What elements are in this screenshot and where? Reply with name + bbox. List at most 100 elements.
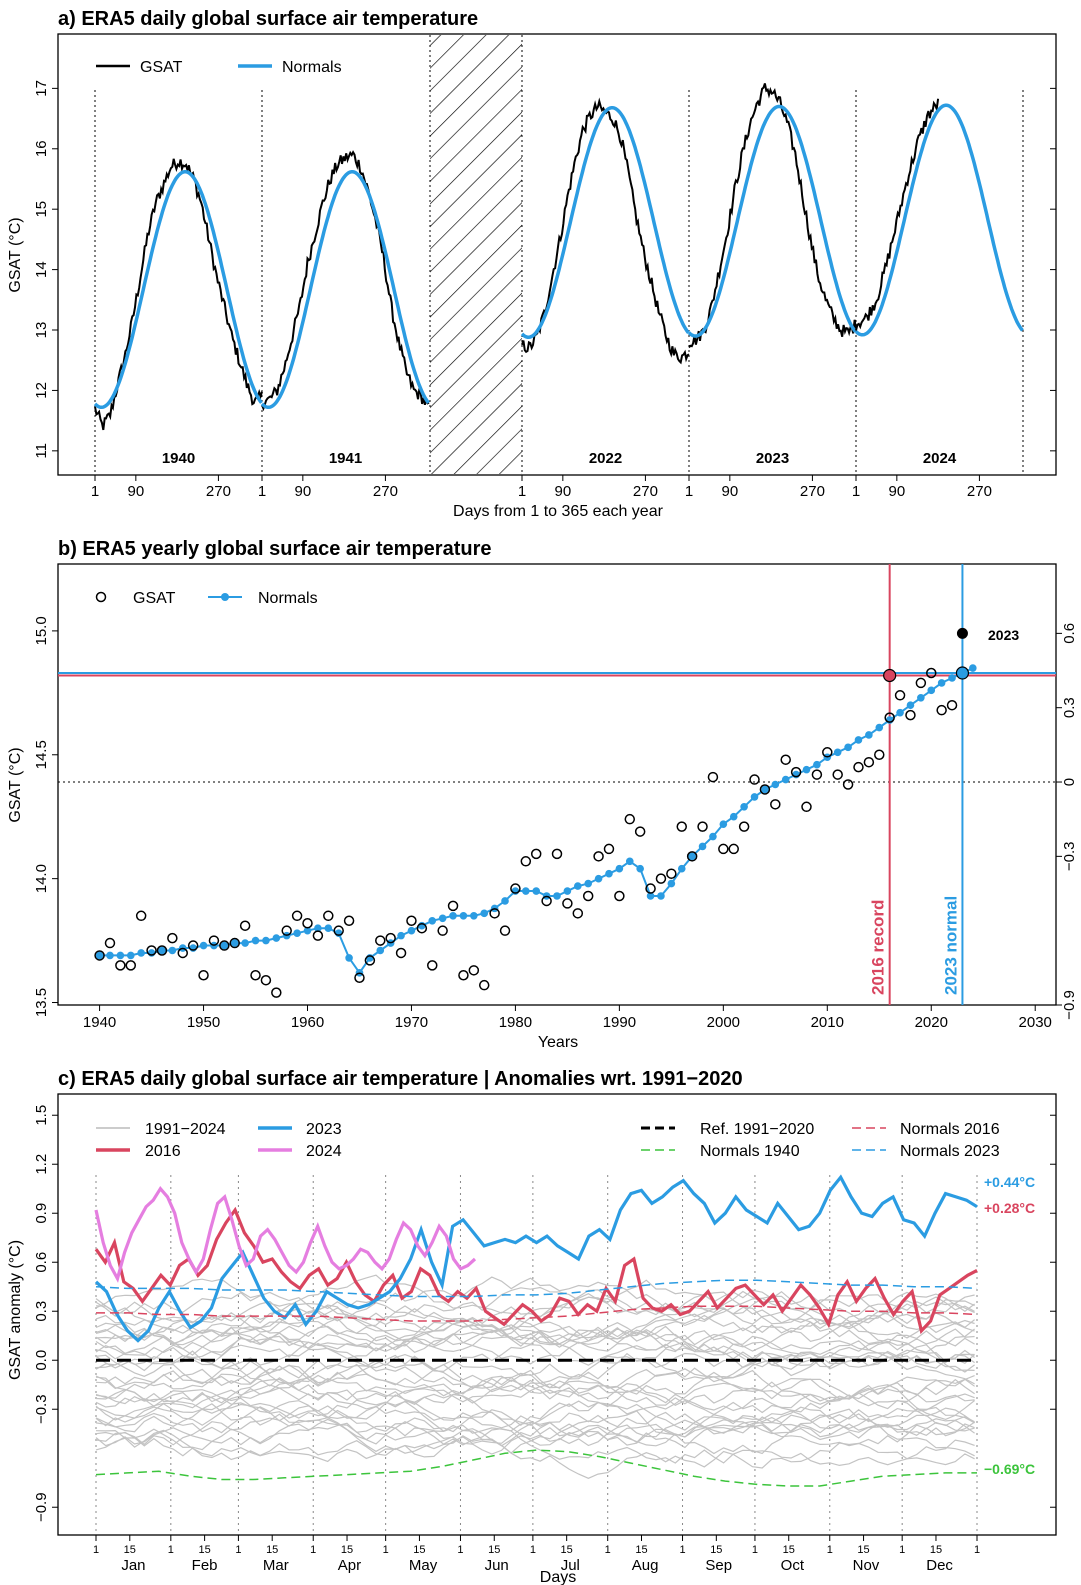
panel-b-xlabel: Years xyxy=(538,1034,578,1051)
gsat-point xyxy=(260,974,272,986)
gsat-point xyxy=(478,979,490,991)
ensemble-year-line xyxy=(95,1350,975,1389)
normals-point xyxy=(781,775,790,784)
x-tick-label: 1980 xyxy=(499,1014,532,1031)
gsat-point xyxy=(499,925,511,936)
normals-point xyxy=(844,743,852,752)
year-label: 2022 xyxy=(589,450,622,467)
legend-c-n2016-label: Normals 2016 xyxy=(900,1121,1000,1138)
x-minor-label: 1 xyxy=(752,1544,758,1556)
year-label: 1941 xyxy=(329,450,362,467)
normals-line-2023 xyxy=(687,104,857,338)
normals-point xyxy=(137,949,145,957)
y-tick-label: 0.3 xyxy=(33,1301,50,1322)
y-tick-label: −0.9 xyxy=(33,1492,50,1522)
legend-c-ref-label: Ref. 1991−2020 xyxy=(700,1121,814,1138)
normals-point xyxy=(605,869,613,878)
x-minor-label: 1 xyxy=(974,1544,980,1556)
gsat-point xyxy=(614,890,625,902)
month-label: Aug xyxy=(632,1557,659,1574)
y-tick-label: 15 xyxy=(33,201,50,218)
normals-point xyxy=(158,946,166,955)
gsat-point xyxy=(801,801,812,813)
normals-point xyxy=(740,802,748,811)
x-minor-label: 15 xyxy=(266,1544,278,1556)
gsat-point xyxy=(156,945,168,956)
normals-point xyxy=(241,939,249,947)
normals-point xyxy=(116,951,125,960)
x-minor-label: 15 xyxy=(488,1544,500,1556)
gsat-point xyxy=(655,873,667,884)
ensemble-year-line xyxy=(95,1344,975,1398)
normals-point xyxy=(293,929,301,937)
end-label-2016: +0.28°C xyxy=(984,1200,1035,1216)
panel-a-gap-hatch xyxy=(430,35,522,474)
normals-point xyxy=(272,934,281,942)
gsat-point xyxy=(125,960,137,971)
x-tick-label: 270 xyxy=(800,483,825,500)
x-tick-label: 270 xyxy=(373,483,398,500)
record-2016-label: 2016 record xyxy=(869,900,888,995)
year-label: 2024 xyxy=(923,450,957,467)
month-label: Sep xyxy=(705,1557,732,1574)
gsat-point xyxy=(510,883,521,894)
gsat-point xyxy=(229,937,240,949)
normals-point xyxy=(802,765,811,774)
y-tick-label: 14.5 xyxy=(33,740,50,769)
normals-point xyxy=(449,912,457,920)
gsat-point xyxy=(187,940,199,951)
normals-point xyxy=(688,852,696,861)
x-minor-label: 1 xyxy=(235,1544,241,1556)
normals-point xyxy=(906,701,915,710)
legend-normals-label: Normals xyxy=(282,59,342,76)
x-minor-label: 15 xyxy=(783,1544,795,1556)
y-tick-label: 15.0 xyxy=(33,616,50,645)
ensemble-year-line xyxy=(95,1382,975,1426)
panel-b-frame xyxy=(57,563,1057,1006)
ensemble-year-line xyxy=(95,1400,975,1449)
ensemble-year-line xyxy=(95,1322,975,1365)
ensemble-year-line xyxy=(95,1286,975,1321)
gsat-point xyxy=(863,756,875,768)
gsat-point xyxy=(718,843,729,855)
ensemble-year-line xyxy=(95,1338,975,1392)
normals-point xyxy=(470,912,478,920)
month-label: May xyxy=(409,1557,438,1574)
normals-point xyxy=(698,842,707,851)
normals-point xyxy=(428,916,437,925)
legend-c-ensemble-label: 1991−2024 xyxy=(145,1121,226,1138)
x-minor-label: 15 xyxy=(710,1544,722,1556)
normals-point xyxy=(657,892,665,900)
normals-point xyxy=(220,941,229,950)
panel-c-frame xyxy=(57,1093,1057,1536)
panel-b-axes: 1940 1950 1960 1970 1980 1990 2000 2010 2020 2030… xyxy=(33,616,1078,1031)
x-minor-label: 1 xyxy=(457,1544,463,1556)
y2-tick-label: 0 xyxy=(1061,778,1078,786)
y-tick-label: 0.0 xyxy=(33,1350,50,1371)
normals-point xyxy=(314,924,322,932)
x-minor-label: 15 xyxy=(413,1544,425,1556)
gsat-point xyxy=(239,920,251,931)
record-2016-marker xyxy=(883,668,897,683)
gsat-point xyxy=(593,851,604,862)
x-minor-label: 1 xyxy=(899,1544,905,1556)
normals-point xyxy=(865,731,873,739)
panel-a-year-dividers xyxy=(94,35,1024,474)
gsat-point xyxy=(832,769,843,780)
legend-c-2024-label: 2024 xyxy=(306,1143,342,1160)
ensemble-year-line xyxy=(95,1293,975,1333)
normals-point xyxy=(397,931,405,940)
x-tick-label: 90 xyxy=(888,483,905,500)
ensemble-year-line xyxy=(95,1410,975,1455)
x-tick-label: 1 xyxy=(685,483,693,500)
x-minor-label: 15 xyxy=(857,1544,869,1556)
normals-point xyxy=(230,939,239,947)
gsat-point xyxy=(447,900,459,912)
gsat-point xyxy=(302,917,313,929)
y-tick-label: 14.0 xyxy=(33,864,50,893)
normals-point xyxy=(573,882,582,890)
normals-point xyxy=(875,723,884,732)
gsat-point xyxy=(770,799,781,810)
gsat-point xyxy=(790,766,802,778)
